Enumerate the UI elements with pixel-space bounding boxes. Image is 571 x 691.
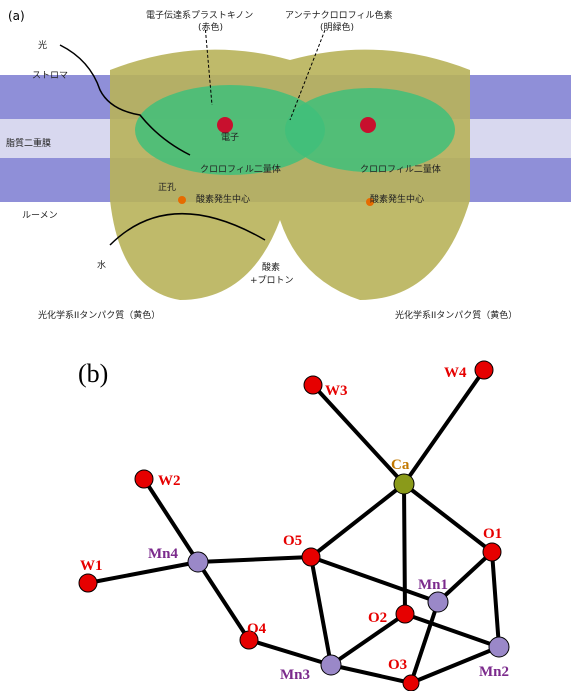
figure: (a) 光 ストロマ 脂質二重膜 ルーメン 電子伝達系プラストキノン (赤色) … — [0, 0, 571, 691]
atoms — [79, 361, 509, 691]
label: (明緑色) — [320, 21, 354, 33]
label: 正孔 — [158, 182, 176, 193]
atom-label: W3 — [325, 383, 348, 399]
label: (赤色) — [198, 21, 223, 33]
panel-label: (b) — [78, 359, 108, 388]
label: 光化学系IIタンパク質（黄色） — [395, 309, 517, 321]
label: アンテナクロロフィル色素 — [285, 9, 392, 21]
atom-label: O1 — [483, 526, 502, 542]
label: 酸素発生中心 — [370, 193, 424, 205]
atom-label: Mn3 — [280, 667, 310, 683]
panel-a-image — [0, 25, 571, 300]
atom-label: O5 — [283, 533, 302, 549]
label: 脂質二重膜 — [6, 137, 51, 149]
bonds — [88, 370, 499, 683]
label: 電子 — [221, 132, 239, 143]
atom-label: Ca — [391, 457, 410, 473]
label: 光化学系IIタンパク質（黄色） — [38, 309, 160, 321]
atom-label: W4 — [444, 365, 467, 381]
label: 酸素発生中心 — [196, 193, 250, 205]
atom-label: Mn2 — [479, 664, 509, 680]
label: 水 — [97, 259, 106, 271]
label: ルーメン — [22, 211, 58, 221]
label: クロロフィル二量体 — [200, 163, 281, 175]
atom-label: W2 — [158, 473, 181, 489]
atom-label: Mn4 — [148, 546, 179, 562]
label: ストロマ — [32, 71, 68, 81]
atom-label: Mn1 — [418, 577, 448, 593]
label: 酸素 — [262, 261, 280, 273]
label: クロロフィル二量体 — [360, 163, 441, 175]
atom-label: W1 — [80, 558, 103, 574]
label: +プロトン — [250, 275, 294, 286]
atom-label: O2 — [368, 610, 387, 626]
panel-label: (a) — [8, 9, 25, 23]
atom-label: O4 — [247, 621, 267, 637]
label: 光 — [38, 39, 47, 51]
label: 電子伝達系プラストキノン — [146, 9, 253, 21]
atom-label: O3 — [388, 657, 407, 673]
